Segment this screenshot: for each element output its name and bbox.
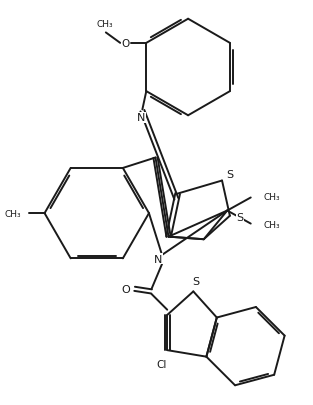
Text: S: S [237, 213, 244, 222]
Text: CH₃: CH₃ [264, 221, 280, 230]
Text: CH₃: CH₃ [264, 192, 280, 201]
Text: O: O [121, 284, 130, 294]
Text: CH₃: CH₃ [96, 20, 113, 29]
Text: Cl: Cl [157, 360, 167, 370]
Text: S: S [226, 170, 233, 179]
Text: O: O [121, 39, 130, 49]
Text: S: S [192, 276, 199, 286]
Text: N: N [137, 113, 145, 123]
Text: N: N [154, 254, 162, 264]
Text: CH₃: CH₃ [4, 209, 21, 218]
